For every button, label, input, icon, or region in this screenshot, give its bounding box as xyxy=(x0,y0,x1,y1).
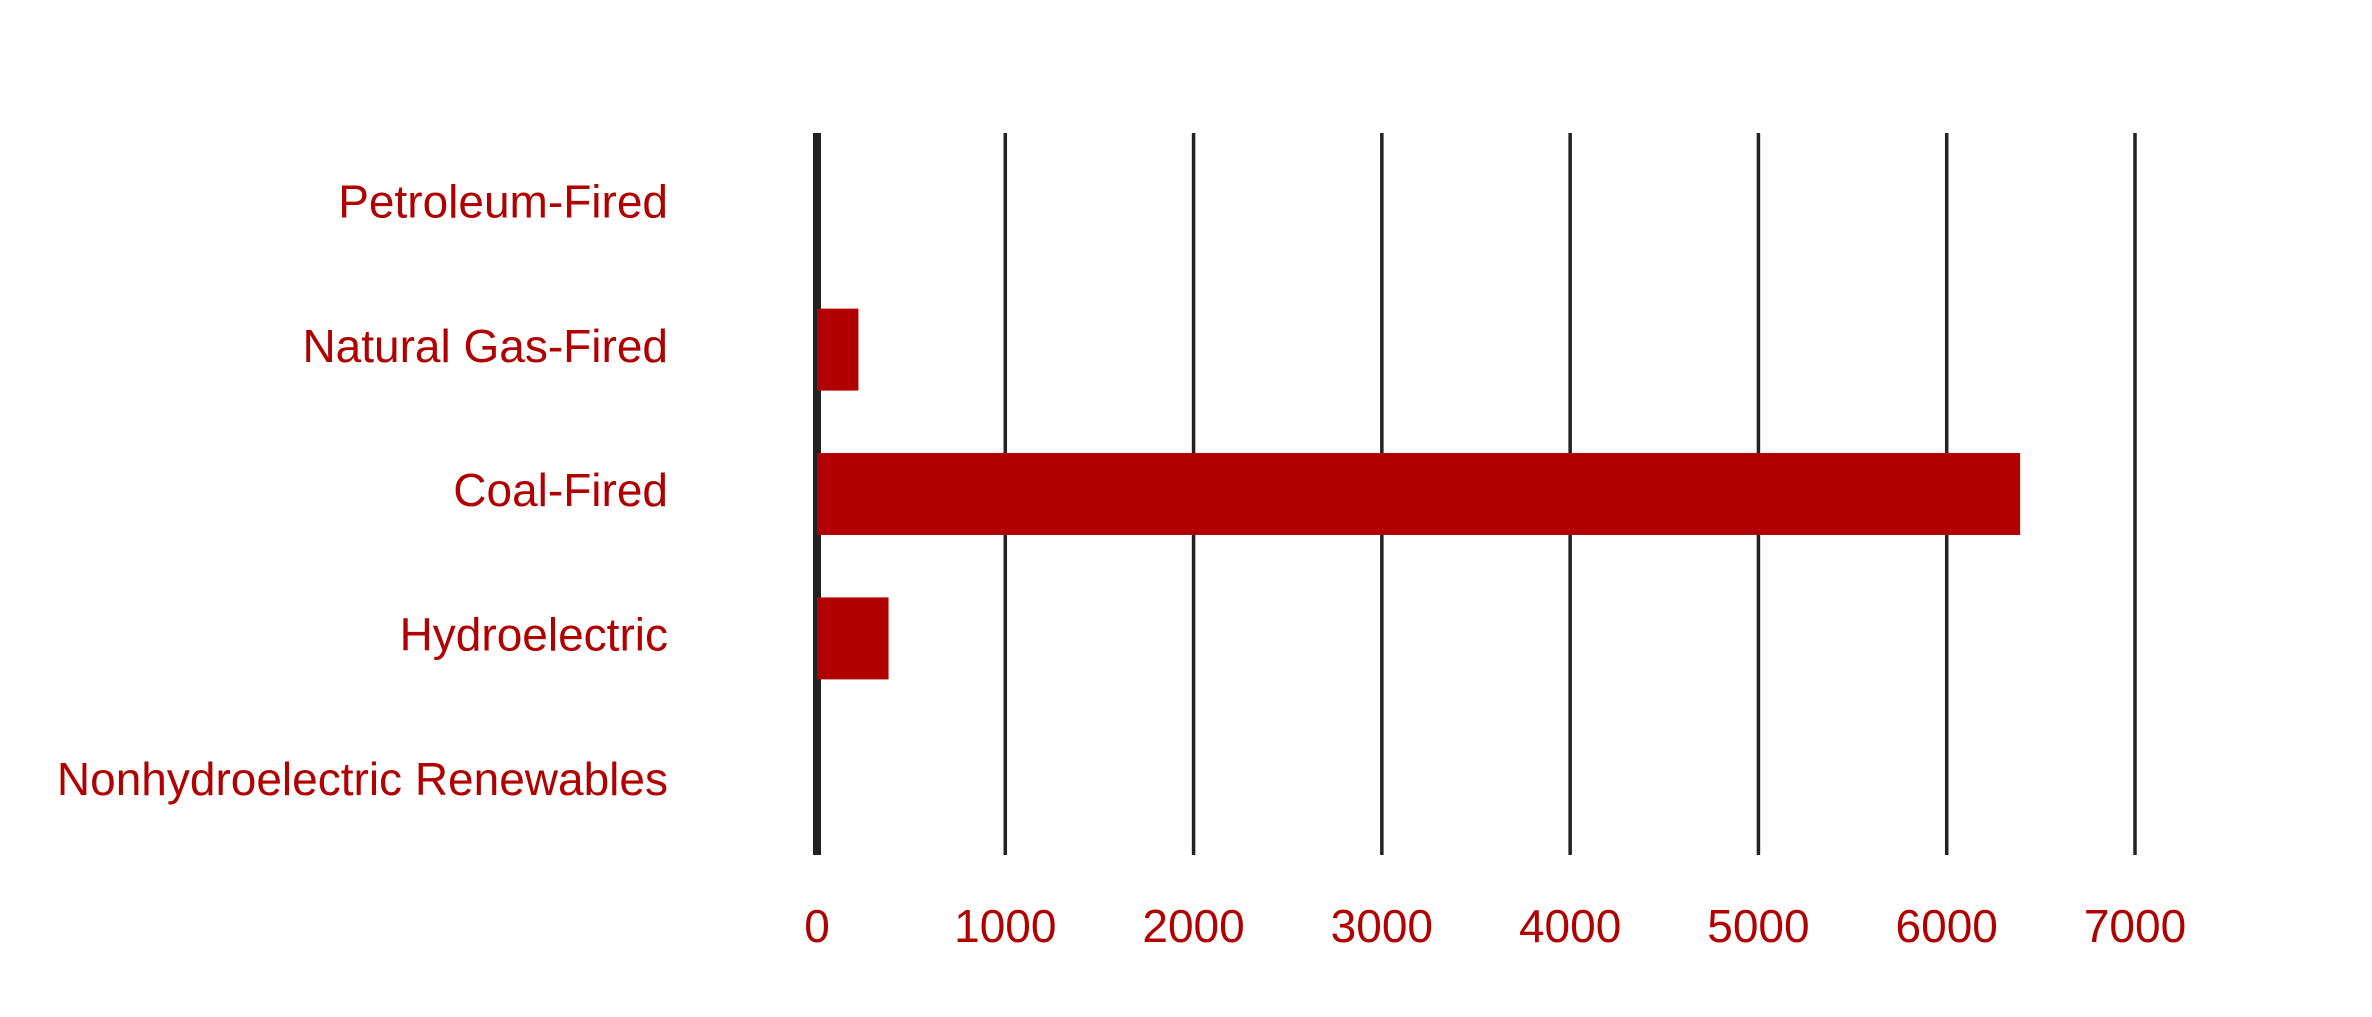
category-label: Nonhydroelectric Renewables xyxy=(57,753,668,805)
x-tick-label: 6000 xyxy=(1896,900,1998,952)
category-label: Natural Gas-Fired xyxy=(302,320,668,372)
bar-hydroelectric xyxy=(817,597,889,680)
tick-label-layer: 0 1000 2000 3000 4000 5000 6000 7000 xyxy=(804,900,2186,952)
x-tick-label: 3000 xyxy=(1331,900,1433,952)
bar-natural-gas-fired xyxy=(817,308,859,391)
bar-coal-fired xyxy=(817,453,2021,535)
x-tick-label: 1000 xyxy=(954,900,1056,952)
category-label: Coal-Fired xyxy=(453,464,668,516)
x-tick-label: 5000 xyxy=(1707,900,1809,952)
bar-layer xyxy=(817,308,2021,680)
category-label-layer: Petroleum-Fired Natural Gas-Fired Coal-Fir… xyxy=(57,175,668,805)
x-tick-label: 0 xyxy=(804,900,830,952)
x-tick-label: 4000 xyxy=(1519,900,1621,952)
x-tick-label: 2000 xyxy=(1142,900,1244,952)
x-tick-label: 7000 xyxy=(2084,900,2186,952)
category-label: Petroleum-Fired xyxy=(338,175,668,227)
category-label: Hydroelectric xyxy=(400,609,668,661)
